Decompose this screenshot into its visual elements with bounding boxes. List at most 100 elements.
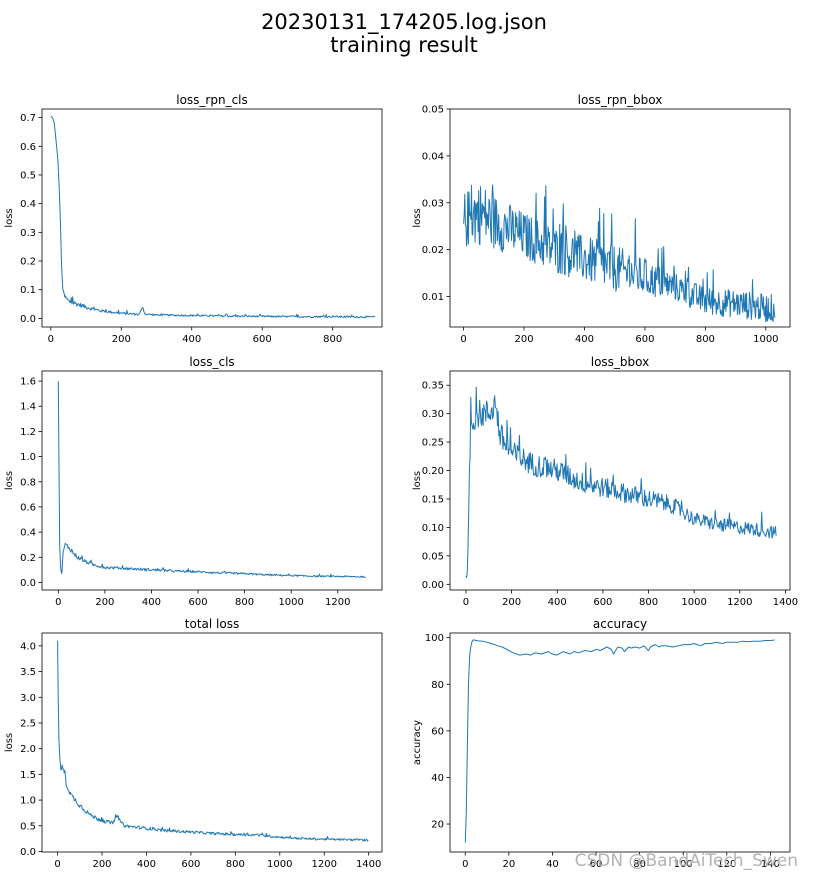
x-tick-label: 200 <box>502 597 521 608</box>
y-tick-label: 0.3 <box>20 228 36 239</box>
x-tick-label: 800 <box>696 334 715 345</box>
x-tick-label: 60 <box>590 859 603 870</box>
y-tick-label: 0.7 <box>20 113 36 124</box>
x-tick-label: 400 <box>142 597 161 608</box>
y-tick-label: 0.02 <box>422 245 444 256</box>
y-tick-label: 0.00 <box>422 580 444 591</box>
y-tick-label: 1.0 <box>20 452 36 463</box>
x-tick-label: 1000 <box>681 597 706 608</box>
axes-frame <box>41 108 383 328</box>
subplot-title: loss_cls <box>189 355 234 369</box>
x-tick-label: 1200 <box>727 597 752 608</box>
x-tick-label: 1400 <box>773 597 798 608</box>
x-tick-label: 1000 <box>267 859 292 870</box>
y-axis-label: loss <box>4 733 15 752</box>
y-tick-label: 0.2 <box>20 553 36 564</box>
subplot-title: loss_rpn_cls <box>176 93 248 107</box>
axes-frame <box>41 370 383 591</box>
x-tick-label: 20 <box>502 859 515 870</box>
y-tick-label: 2.0 <box>20 744 36 755</box>
subplots-grid: 0 200 400 600 8000.00.10.20.30.40.50.60.7los… <box>4 93 798 870</box>
x-tick-label: 1200 <box>325 597 350 608</box>
x-tick-label: 600 <box>181 859 200 870</box>
x-tick-label: 200 <box>112 334 131 345</box>
subplot-loss_bbox: 0 200 400 600 800 1000 1200 1400 0.00 0.05 0.10 0.1… <box>412 355 798 608</box>
y-tick-label: 0.2 <box>20 257 36 268</box>
y-tick-label: 2.5 <box>20 718 36 729</box>
y-tick-label: 80 <box>431 680 444 691</box>
subplot-title: total loss <box>185 617 239 631</box>
y-tick-label: 4.0 <box>20 641 36 652</box>
y-tick-label: 60 <box>431 726 444 737</box>
y-tick-label: 0.5 <box>20 821 36 832</box>
series-line-loss_bbox <box>465 386 777 578</box>
x-tick-label: 600 <box>635 334 654 345</box>
x-tick-label: 1400 <box>356 859 381 870</box>
figure-title-line1: 20230131_174205.log.json <box>261 10 547 35</box>
y-tick-label: 0.04 <box>422 151 444 162</box>
y-tick-label: 0.20 <box>422 466 444 477</box>
y-tick-label: 0.0 <box>20 578 36 589</box>
series-line-loss_rpn_cls <box>50 115 376 319</box>
axes-frame <box>449 108 791 328</box>
x-tick-label: 1200 <box>311 859 336 870</box>
x-tick-label: 200 <box>514 334 533 345</box>
x-tick-label: 0 <box>54 859 60 870</box>
subplot-loss_rpn_cls: 0 200 400 600 800 0.0 0.1 0.2 0.3 0.4 0.5 0.6 0.7 los… <box>4 93 383 345</box>
y-tick-label: 0.15 <box>422 494 444 505</box>
y-tick-label: 3.0 <box>20 693 36 704</box>
axes-frame <box>449 370 791 591</box>
subplot-title: loss_rpn_bbox <box>578 93 663 107</box>
subplot-total_loss: 0 200 400 600 800 1000 1200 1400 0.0 0.5 1.0 1.5 2.0… <box>4 617 383 870</box>
series-line-accuracy <box>464 639 775 843</box>
y-tick-label: 0.6 <box>20 142 36 153</box>
y-tick-label: 0.5 <box>20 170 36 181</box>
x-tick-label: 0 <box>48 334 54 345</box>
x-tick-label: 600 <box>593 597 612 608</box>
figure-title-line2: training result <box>330 33 477 57</box>
x-tick-label: 0 <box>55 597 61 608</box>
x-tick-label: 600 <box>188 597 207 608</box>
x-tick-label: 800 <box>323 334 342 345</box>
y-tick-label: 1.2 <box>20 427 36 438</box>
axes-frame <box>41 632 383 853</box>
y-axis-label: loss <box>412 471 423 490</box>
x-tick-label: 400 <box>182 334 201 345</box>
y-tick-label: 1.4 <box>20 402 36 413</box>
x-tick-label: 120 <box>717 859 736 870</box>
x-tick-label: 800 <box>639 597 658 608</box>
y-tick-label: 0.35 <box>422 381 444 392</box>
y-tick-label: 1.6 <box>20 377 36 388</box>
x-tick-label: 200 <box>92 859 111 870</box>
x-tick-label: 40 <box>546 859 559 870</box>
y-tick-label: 0.01 <box>422 292 444 303</box>
x-tick-label: 80 <box>633 859 646 870</box>
y-tick-label: 0.25 <box>422 438 444 449</box>
y-tick-label: 0.1 <box>20 285 36 296</box>
y-tick-label: 3.5 <box>20 667 36 678</box>
y-tick-label: 0.0 <box>20 314 36 325</box>
y-tick-label: 0.05 <box>422 551 444 562</box>
watermark: CSDN @BandAiTech_Swen <box>575 851 798 871</box>
y-tick-label: 20 <box>431 820 444 831</box>
subplot-loss_rpn_bbox: 0 200 400 600 800 1000 0.01 0.02 0.03 0.04 0.05 los… <box>412 93 791 345</box>
y-tick-label: 0.10 <box>422 523 444 534</box>
y-tick-label: 0.4 <box>20 199 36 210</box>
x-tick-label: 400 <box>548 597 567 608</box>
x-tick-label: 800 <box>226 859 245 870</box>
subplot-title: loss_bbox <box>591 355 650 369</box>
x-tick-label: 0 <box>460 334 466 345</box>
series-line-loss_rpn_bbox <box>463 184 776 323</box>
y-tick-label: 0.0 <box>20 847 36 858</box>
x-tick-label: 0 <box>463 597 469 608</box>
x-tick-label: 1000 <box>753 334 778 345</box>
series-line-total_loss <box>57 640 369 842</box>
x-tick-label: 200 <box>95 597 114 608</box>
axes-frame <box>449 632 791 853</box>
x-tick-label: 1000 <box>278 597 303 608</box>
series-line-loss_cls <box>57 381 366 578</box>
y-tick-label: 0.03 <box>422 198 444 209</box>
subplot-accuracy: 0 20 40 60 80 100 120 140 20 40 60 80 100 accuracy acc… <box>412 617 791 870</box>
subplot-title: accuracy <box>593 617 647 631</box>
